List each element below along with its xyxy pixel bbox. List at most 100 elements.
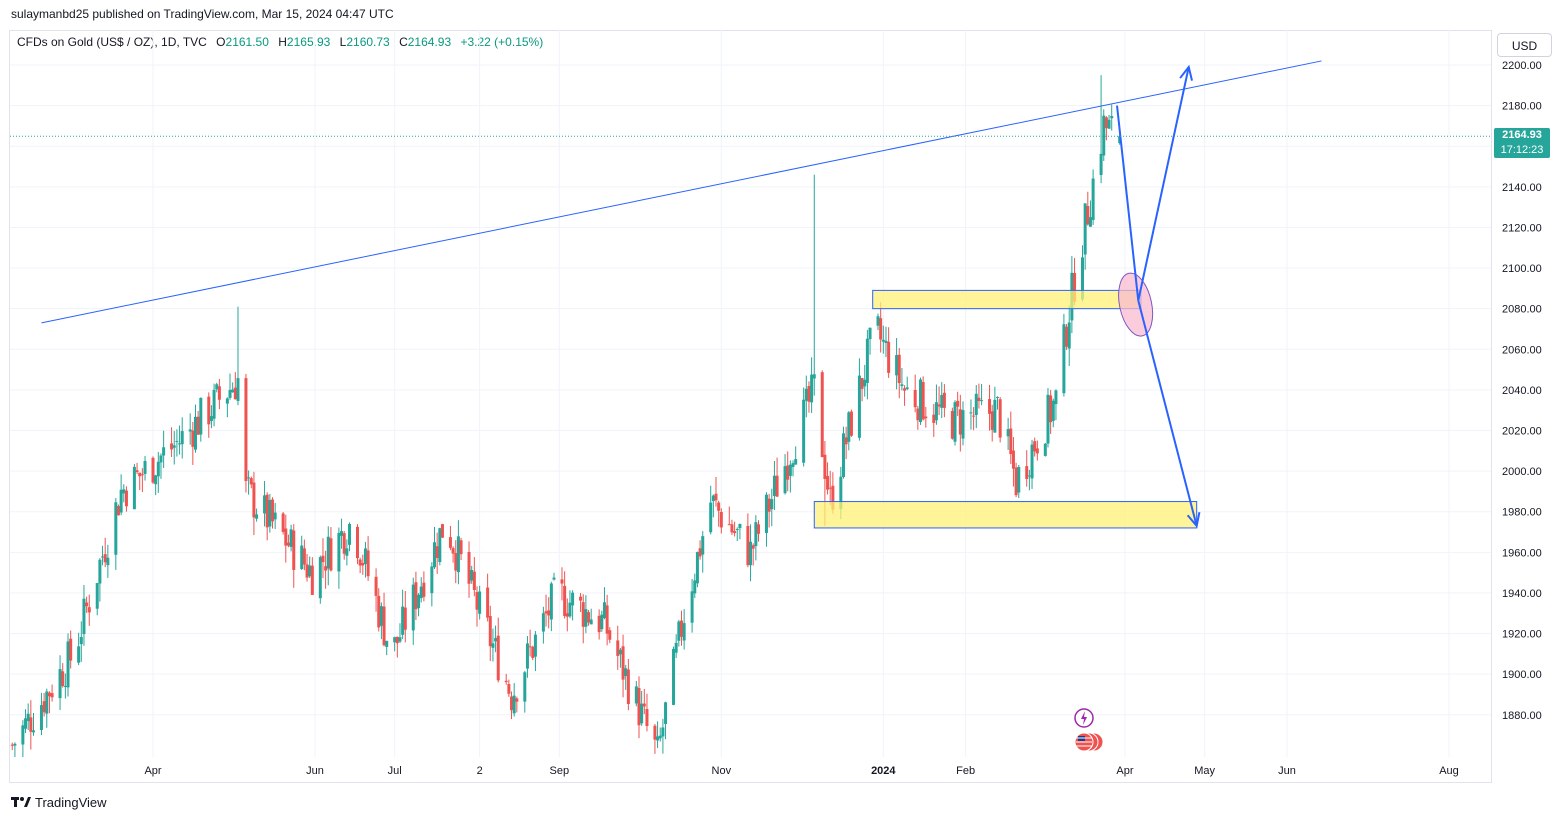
- candle-down: [990, 411, 994, 430]
- y-tick-label: 2060.00: [1502, 344, 1542, 356]
- candle-down: [924, 416, 928, 419]
- candle-down: [597, 615, 601, 633]
- candle-down: [292, 530, 296, 570]
- candle-down: [488, 615, 492, 647]
- candle-down: [531, 646, 535, 658]
- candle-up: [419, 586, 423, 599]
- candle-up: [393, 637, 397, 643]
- candle-down: [626, 669, 630, 705]
- currency-selector-button[interactable]: USD: [1497, 33, 1552, 57]
- candle-down: [440, 524, 444, 538]
- candle-up: [584, 609, 588, 627]
- candle-down: [265, 494, 269, 528]
- change-value: +3.22 (+0.15%): [460, 35, 544, 49]
- candle-up: [1046, 394, 1050, 444]
- candle-down: [382, 606, 386, 646]
- candle-up: [236, 378, 240, 401]
- candle-up: [682, 623, 686, 641]
- candle-down: [87, 607, 91, 613]
- candle-down: [414, 582, 418, 610]
- candle-up: [533, 634, 537, 657]
- candle-up: [674, 642, 678, 653]
- candle-up: [199, 397, 203, 435]
- candle-down: [284, 528, 288, 546]
- candle-down: [504, 680, 508, 683]
- projection-path[interactable]: [1137, 300, 1198, 527]
- y-tick-label: 2040.00: [1502, 385, 1542, 397]
- x-tick-label: May: [1194, 765, 1215, 777]
- candle-up: [634, 686, 638, 704]
- y-tick-label: 2180.00: [1502, 101, 1542, 113]
- candle-down: [844, 437, 848, 445]
- candle-down: [988, 399, 992, 414]
- candle-down: [913, 390, 917, 408]
- candle-down: [1049, 395, 1053, 423]
- x-tick-label: Apr: [1116, 765, 1133, 777]
- candle-down: [958, 409, 962, 435]
- candle-down: [50, 693, 54, 698]
- candle-down: [435, 546, 439, 559]
- candle-down: [942, 392, 946, 408]
- candle-down: [496, 635, 500, 681]
- candle-up: [847, 412, 851, 442]
- candle-up: [398, 637, 402, 642]
- candle-up: [770, 499, 774, 510]
- candle-up: [1099, 153, 1103, 176]
- y-tick-label: 2140.00: [1502, 182, 1542, 194]
- candle-down: [698, 548, 702, 557]
- trend-line[interactable]: [41, 60, 1322, 324]
- candle-down: [605, 605, 609, 634]
- candle-up: [215, 384, 219, 390]
- candle-down: [448, 537, 452, 548]
- candle-up: [863, 379, 867, 387]
- candle-down: [921, 382, 925, 420]
- y-tick-label: 1920.00: [1502, 629, 1542, 641]
- candle-down: [10, 744, 14, 746]
- support-zone[interactable]: [813, 501, 1198, 529]
- candle-down: [746, 525, 750, 566]
- candle-down: [486, 587, 490, 618]
- candle-down: [826, 475, 830, 490]
- x-tick-label: Nov: [712, 765, 732, 777]
- candle-up: [993, 399, 997, 433]
- candle-down: [475, 592, 479, 610]
- candle-down: [972, 415, 976, 417]
- candle-down: [85, 602, 89, 607]
- candle-up: [695, 552, 699, 584]
- candle-up: [1054, 390, 1058, 405]
- candle-down: [140, 474, 144, 476]
- publisher-line: sulaymanbd25 published on TradingView.co…: [11, 7, 394, 21]
- candle-down: [422, 582, 426, 597]
- candle-down: [616, 640, 620, 656]
- y-tick-label: 1940.00: [1502, 588, 1542, 600]
- candle-up: [1043, 443, 1047, 456]
- candle-up: [804, 388, 808, 401]
- candle-down: [950, 411, 954, 439]
- candle-up: [656, 736, 660, 741]
- candle-up: [494, 638, 498, 642]
- x-tick-label: Jun: [306, 765, 324, 777]
- x-tick-label: Apr: [144, 765, 161, 777]
- candle-up: [326, 536, 330, 569]
- candle-up: [82, 598, 86, 635]
- candle-down: [719, 511, 723, 528]
- candle-up: [810, 374, 814, 403]
- candle-up: [156, 461, 160, 477]
- projection-path[interactable]: [1116, 66, 1190, 301]
- candle-up: [159, 455, 163, 463]
- candle-down: [249, 478, 253, 485]
- candle-up: [178, 443, 182, 445]
- symbol-label[interactable]: CFDs on Gold (US$ / OZ), 1D, TVC: [17, 35, 207, 49]
- candle-down: [124, 490, 128, 507]
- candle-up: [677, 621, 681, 641]
- resistance-zone[interactable]: [872, 289, 1142, 310]
- candle-up: [664, 702, 668, 724]
- candle-down: [653, 725, 657, 740]
- candle-up: [996, 396, 1000, 398]
- candle-up: [231, 389, 235, 393]
- candle-up: [193, 416, 197, 450]
- candle-down: [207, 396, 211, 425]
- candle-up: [247, 477, 251, 479]
- y-tick-label: 1880.00: [1502, 710, 1542, 722]
